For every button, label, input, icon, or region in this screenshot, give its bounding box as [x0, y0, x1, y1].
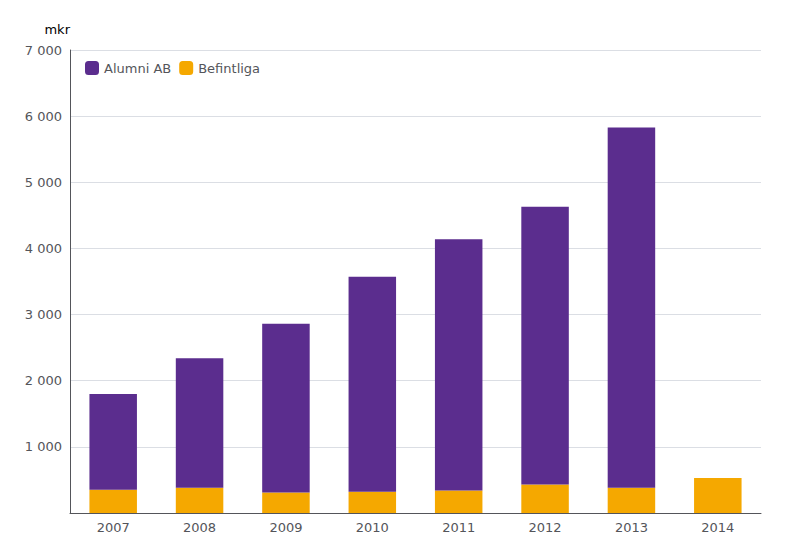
svg-text:2013: 2013	[615, 520, 648, 535]
svg-text:6 000: 6 000	[25, 109, 62, 124]
svg-text:1 000: 1 000	[25, 439, 62, 454]
svg-text:mkr: mkr	[44, 22, 70, 37]
svg-text:2007: 2007	[97, 520, 130, 535]
svg-text:2009: 2009	[269, 520, 302, 535]
svg-text:Alumni AB: Alumni AB	[104, 61, 171, 76]
svg-text:3 000: 3 000	[25, 307, 62, 322]
svg-text:Befintliga: Befintliga	[198, 61, 260, 76]
svg-text:7 000: 7 000	[25, 43, 62, 58]
svg-text:2010: 2010	[356, 520, 389, 535]
svg-text:4 000: 4 000	[25, 241, 62, 256]
svg-text:2 000: 2 000	[25, 373, 62, 388]
svg-text:5 000: 5 000	[25, 175, 62, 190]
svg-text:2011: 2011	[442, 520, 475, 535]
svg-text:2008: 2008	[183, 520, 216, 535]
svg-text:2014: 2014	[701, 520, 734, 535]
svg-text:2012: 2012	[529, 520, 562, 535]
